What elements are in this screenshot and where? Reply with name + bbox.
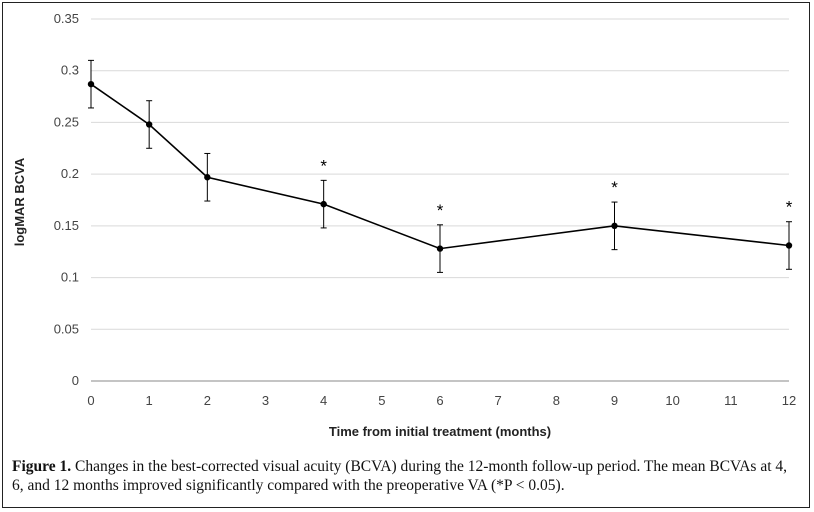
data-point	[87, 80, 95, 88]
x-tick-label: 12	[782, 393, 796, 408]
x-tick-label: 0	[87, 393, 94, 408]
y-tick-label: 0	[72, 373, 79, 388]
significance-star: *	[611, 178, 618, 197]
data-point	[611, 222, 618, 230]
data-point	[204, 174, 211, 181]
x-axis-label: Time from initial treatment (months)	[329, 424, 551, 439]
y-axis-label: logMAR BCVA	[12, 157, 27, 246]
x-tick-label: 4	[320, 393, 327, 408]
x-tick-label: 7	[495, 393, 502, 408]
y-tick-label: 0.35	[54, 11, 79, 26]
data-point	[785, 242, 793, 249]
x-tick-label: 6	[436, 393, 443, 408]
data-point	[320, 200, 327, 208]
series-line	[90, 83, 790, 250]
x-tick-label: 5	[378, 393, 385, 408]
x-tick-label: 11	[724, 393, 738, 408]
x-tick-label: 2	[204, 393, 211, 408]
y-tick-label: 0.05	[54, 321, 79, 336]
series-polyline	[90, 83, 790, 250]
figure-label: Figure 1.	[12, 458, 72, 475]
error-bars	[88, 59, 792, 273]
significance-markers: * * * *	[320, 156, 792, 219]
figure-caption: Figure 1. Changes in the best-corrected …	[12, 457, 802, 495]
data-points	[87, 80, 793, 252]
caption-text: Changes in the best-corrected visual acu…	[12, 458, 788, 494]
data-point	[436, 245, 444, 252]
x-tick-label: 1	[146, 393, 153, 408]
y-tick-label: 0.3	[61, 63, 79, 78]
significance-star: *	[320, 156, 327, 175]
x-tick-label: 3	[262, 393, 269, 408]
significance-star: *	[437, 201, 444, 220]
data-point	[145, 121, 153, 128]
x-tick-label: 10	[665, 393, 679, 408]
y-tick-label: 0.15	[54, 218, 79, 233]
significance-star: *	[786, 198, 793, 217]
x-tick-label: 9	[611, 393, 618, 408]
y-tick-labels: 0 0.05 0.1 0.15 0.2 0.25 0.3 0.35	[54, 11, 79, 388]
x-tick-labels: 0 1 2 3 4 5 6 7 8 9 10 11 12	[87, 393, 796, 408]
x-tick-label: 8	[553, 393, 560, 408]
y-tick-label: 0.1	[61, 270, 79, 285]
y-tick-label: 0.25	[54, 114, 79, 129]
y-tick-label: 0.2	[61, 166, 79, 181]
